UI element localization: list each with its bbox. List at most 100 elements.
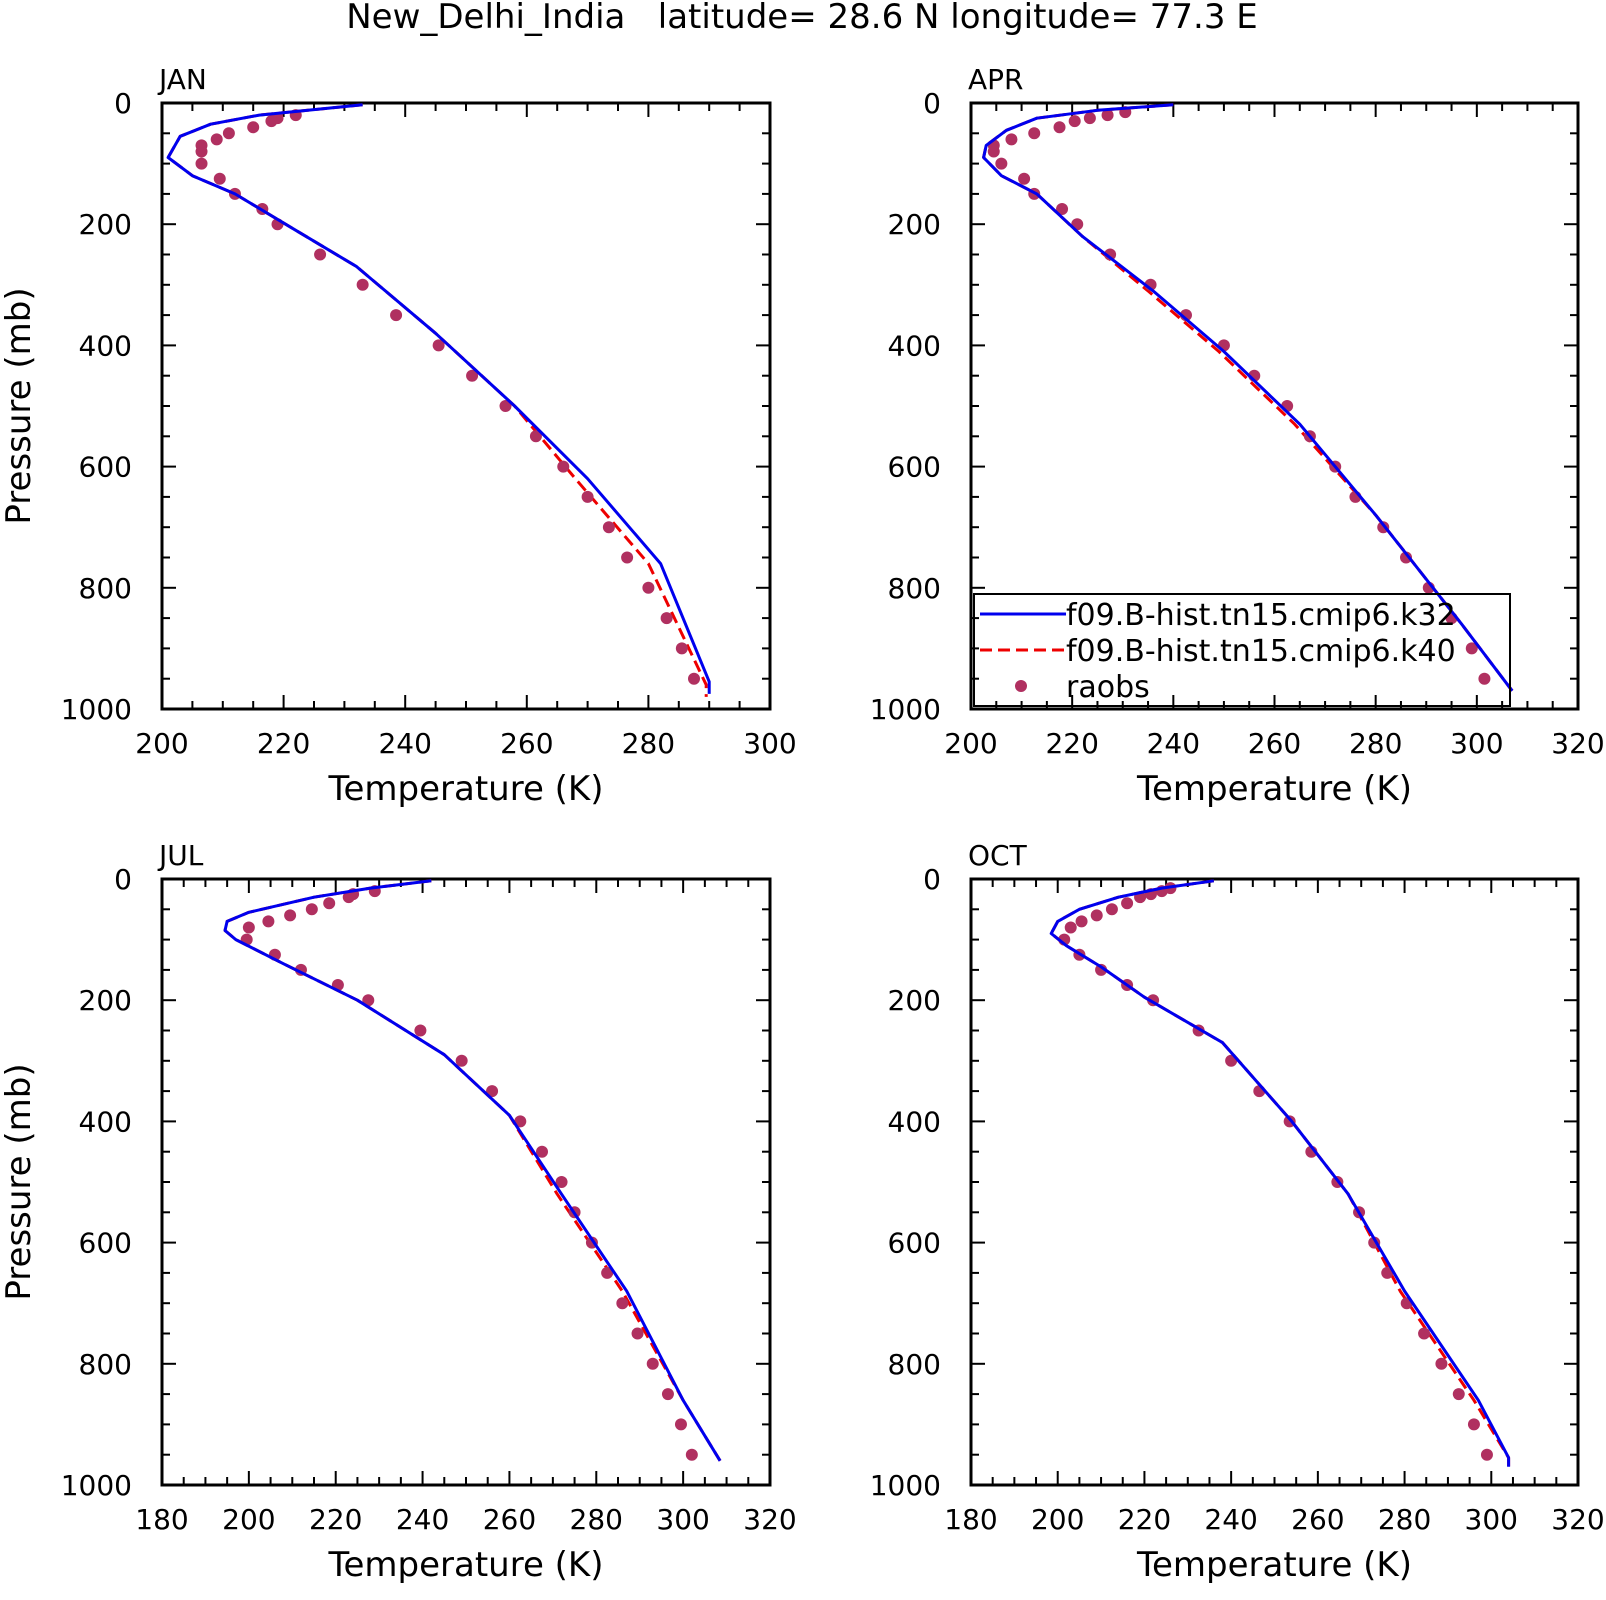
series-group bbox=[1049, 879, 1511, 1467]
series-group bbox=[982, 103, 1514, 692]
raobs-point bbox=[414, 1024, 427, 1037]
raobs-point bbox=[210, 133, 223, 146]
panel-label: JUL bbox=[157, 839, 204, 872]
x-tick-label: 180 bbox=[944, 1503, 997, 1536]
raobs-point bbox=[1101, 109, 1114, 122]
raobs-point bbox=[1095, 963, 1108, 976]
raobs-point bbox=[1465, 642, 1478, 655]
raobs-point bbox=[1400, 551, 1413, 564]
series-line-k32 bbox=[1049, 879, 1511, 1467]
raobs-point bbox=[1418, 1327, 1431, 1340]
raobs-point bbox=[314, 248, 327, 261]
raobs-point bbox=[486, 1085, 499, 1098]
raobs-point bbox=[1075, 915, 1088, 928]
raobs-point bbox=[1104, 248, 1117, 261]
raobs-point bbox=[674, 1418, 687, 1431]
y-tick-label: 400 bbox=[888, 329, 941, 362]
x-tick-label: 260 bbox=[1248, 727, 1301, 760]
y-tick-label: 400 bbox=[79, 1105, 132, 1138]
y-tick-label: 600 bbox=[888, 1227, 941, 1260]
panel-jul: 180 200 220 240 260 280 300 320 0 200 400 600 800 100… bbox=[0, 839, 797, 1585]
raobs-point bbox=[621, 551, 634, 564]
panel-label: OCT bbox=[968, 839, 1028, 872]
raobs-point bbox=[688, 672, 700, 685]
y-tick-label: 0 bbox=[923, 87, 941, 120]
raobs-point bbox=[499, 400, 512, 412]
y-tick-label: 400 bbox=[79, 329, 132, 362]
raobs-point bbox=[995, 157, 1008, 170]
panel-jan: 200 220 240 260 280 300 0 200 400 600 800 1000 JAN Te… bbox=[0, 63, 797, 809]
x-tick-label: 320 bbox=[743, 1503, 796, 1536]
x-tick-label: 220 bbox=[257, 727, 310, 760]
raobs-point bbox=[242, 921, 255, 934]
series-line-k40 bbox=[1049, 879, 1511, 1467]
raobs-point bbox=[1452, 1388, 1465, 1401]
raobs-point bbox=[262, 915, 275, 928]
raobs-point bbox=[305, 903, 318, 916]
x-tick-label: 300 bbox=[743, 727, 796, 760]
y-tick-label: 200 bbox=[888, 208, 941, 241]
plot-frame bbox=[969, 877, 1580, 1487]
x-tick-label: 180 bbox=[135, 1503, 188, 1536]
x-axis-label: Temperature (K) bbox=[327, 769, 603, 809]
x-tick-label: 200 bbox=[1031, 1503, 1084, 1536]
raobs-point bbox=[466, 369, 479, 382]
raobs-point bbox=[222, 127, 235, 140]
raobs-point bbox=[362, 994, 375, 1007]
x-axis-label: Temperature (K) bbox=[327, 1545, 603, 1585]
raobs-point bbox=[195, 157, 208, 170]
raobs-point bbox=[1056, 203, 1069, 216]
raobs-point bbox=[601, 1266, 614, 1279]
raobs-point bbox=[557, 460, 570, 473]
raobs-point bbox=[1090, 909, 1103, 922]
series-group bbox=[166, 103, 711, 697]
panel-oct: 180 200 220 240 260 280 300 320 0 200 400 600 800 100… bbox=[870, 839, 1605, 1585]
x-tick-label: 240 bbox=[1204, 1503, 1257, 1536]
y-tick-label: 0 bbox=[923, 863, 941, 896]
y-tick-label: 800 bbox=[888, 572, 941, 605]
x-tick-label: 260 bbox=[500, 727, 553, 760]
panels: 200 220 240 260 280 300 0 200 400 600 800 1000 JAN Te… bbox=[0, 63, 1605, 1585]
raobs-point bbox=[602, 521, 615, 534]
raobs-point bbox=[432, 339, 445, 352]
x-tick-label: 200 bbox=[944, 727, 997, 760]
raobs-point bbox=[1480, 1448, 1493, 1461]
raobs-point bbox=[1435, 1357, 1448, 1370]
plot-frame bbox=[160, 101, 772, 711]
x-tick-label: 280 bbox=[1378, 1503, 1431, 1536]
x-tick-label: 260 bbox=[483, 1503, 536, 1536]
x-tick-label: 300 bbox=[1450, 727, 1503, 760]
raobs-point bbox=[1068, 115, 1081, 128]
raobs-point bbox=[213, 172, 226, 185]
y-tick-label: 0 bbox=[114, 863, 132, 896]
raobs-point bbox=[455, 1054, 468, 1067]
y-tick-label: 1000 bbox=[61, 1469, 132, 1502]
raobs-point bbox=[195, 145, 208, 158]
raobs-point bbox=[1053, 121, 1066, 134]
raobs-point bbox=[247, 121, 260, 134]
legend-box bbox=[973, 593, 1511, 707]
y-tick-label: 600 bbox=[79, 451, 132, 484]
x-tick-label: 220 bbox=[1118, 1503, 1171, 1536]
legend: f09.B-hist.tn15.cmip6.k32f09.B-hist.tn15… bbox=[973, 593, 1511, 707]
y-tick-label: 800 bbox=[888, 1348, 941, 1381]
series-group bbox=[223, 879, 722, 1462]
legend-label: raobs bbox=[1066, 670, 1150, 705]
raobs-point bbox=[265, 115, 278, 128]
raobs-point bbox=[987, 145, 1000, 158]
y-axis-label: Pressure (mb) bbox=[0, 287, 39, 524]
x-tick-label: 300 bbox=[656, 1503, 709, 1536]
raobs-point bbox=[284, 909, 297, 922]
raobs-point bbox=[555, 1176, 568, 1188]
y-tick-label: 200 bbox=[79, 208, 132, 241]
x-tick-label: 300 bbox=[1465, 1503, 1518, 1536]
raobs-point bbox=[342, 891, 355, 904]
y-tick-label: 400 bbox=[888, 1105, 941, 1138]
raobs-point bbox=[660, 612, 673, 625]
x-axis-label: Temperature (K) bbox=[1136, 769, 1412, 809]
x-tick-label: 280 bbox=[570, 1503, 623, 1536]
y-tick-label: 600 bbox=[79, 1227, 132, 1260]
panel-apr: 200 220 240 260 280 300 320 0 200 400 600 800 1000 AP… bbox=[870, 63, 1605, 809]
raobs-point bbox=[661, 1388, 674, 1401]
